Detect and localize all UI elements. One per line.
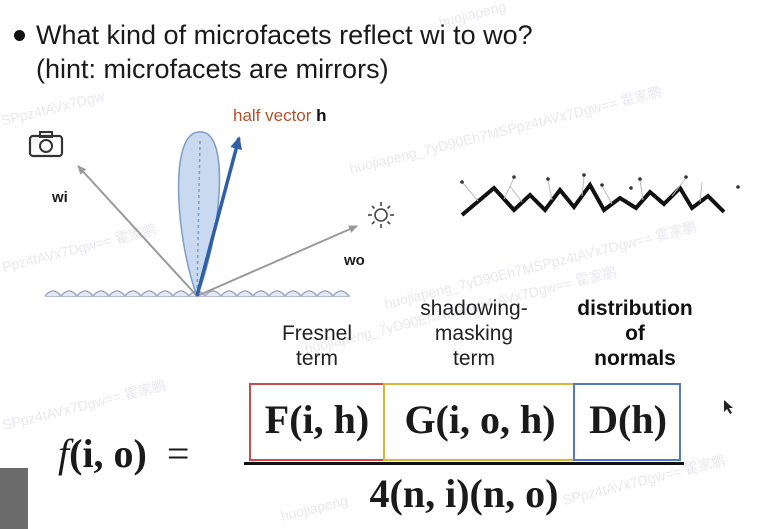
formula-f: f (58, 431, 70, 476)
fresnel-expression: F(i, h) (264, 397, 370, 442)
sun-icon (368, 202, 394, 228)
term-line: distribution (577, 297, 693, 320)
term-line: term (296, 347, 338, 370)
term-line: of (625, 322, 645, 345)
shadowing-expression: G(i, o, h) (404, 397, 556, 442)
wi-label: wi (52, 189, 68, 206)
lobe-axis (196, 139, 201, 295)
wi-ray (77, 165, 198, 297)
half-vector-text: half vector (233, 106, 317, 125)
distribution-of-normals-label: distribution of normals (560, 296, 710, 371)
fresnel-term-label: Fresnel term (262, 321, 372, 371)
formula-numerator: F(i, h) G(i, o, h) D(h) (249, 396, 681, 443)
video-edge-overlay (0, 468, 28, 529)
fraction-bar (244, 462, 684, 465)
shadowing-masking-term-label: shadowing- masking term (404, 296, 544, 371)
term-line: normals (594, 347, 676, 370)
half-vector-symbol: h (316, 106, 327, 125)
term-line: masking (434, 322, 514, 345)
bullet-dot (14, 30, 25, 41)
wo-label: wo (344, 252, 365, 269)
camera-icon (28, 131, 64, 158)
term-line: shadowing- (420, 297, 528, 320)
term-line: Fresnel (281, 322, 353, 345)
formula-denominator: 4(n, i)(n, o) (369, 471, 559, 516)
formula-lhs-args: (i, o) (69, 431, 147, 476)
distribution-expression: D(h) (589, 397, 667, 442)
distribution-term-box (573, 383, 681, 461)
bullet-question: What kind of microfacets reflect wi to w… (36, 20, 533, 50)
term-line: term (453, 347, 495, 370)
formula-lhs: f(i, o) = (58, 430, 189, 477)
wo-ray (196, 225, 358, 297)
formula-equals: = (166, 431, 190, 476)
bullet-hint: (hint: microfacets are mirrors) (36, 54, 389, 84)
half-vector-label: half vector h (233, 106, 327, 126)
microfacet-profile (460, 173, 740, 217)
cursor-icon (724, 400, 733, 414)
half-vector-arrow (195, 136, 242, 297)
